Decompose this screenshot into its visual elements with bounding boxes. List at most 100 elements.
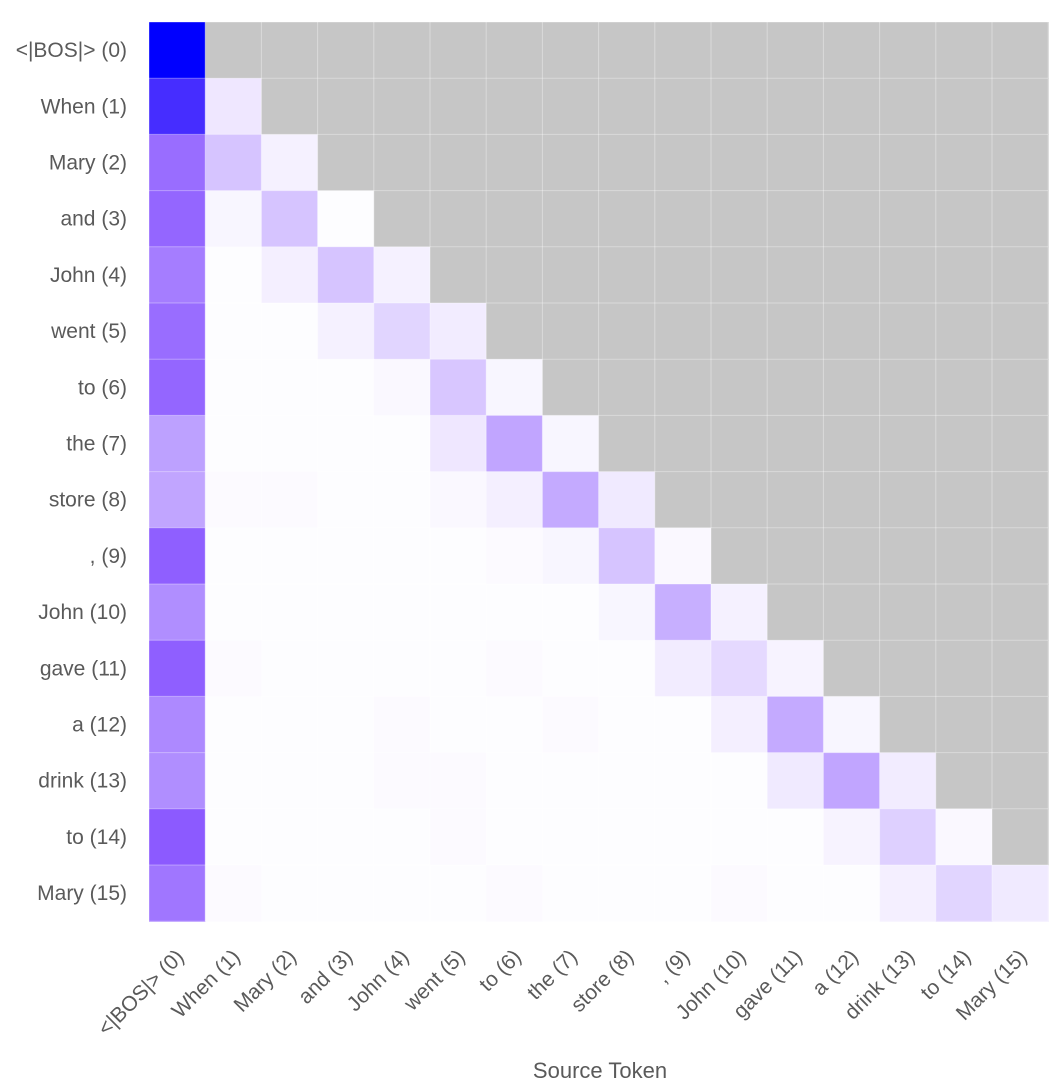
masked-cell	[486, 246, 543, 304]
heatmap-cell	[711, 808, 768, 866]
masked-cell	[992, 415, 1049, 473]
heatmap-cell	[373, 527, 431, 585]
y-tick-label: John (4)	[50, 264, 127, 287]
heatmap-cell	[542, 808, 600, 866]
masked-cell	[823, 415, 881, 473]
masked-cell	[823, 246, 881, 304]
heatmap-cell	[261, 640, 319, 697]
heatmap-cell	[317, 527, 375, 585]
heatmap-cell	[205, 865, 262, 922]
heatmap-cell	[317, 471, 375, 529]
heatmap-cell	[879, 808, 937, 866]
masked-cell	[935, 359, 993, 416]
heatmap-cell	[373, 640, 431, 697]
masked-cell	[935, 584, 993, 641]
heatmap-cell	[205, 640, 262, 697]
x-tick-label: , (9)	[652, 945, 695, 988]
y-tick-label: to (6)	[78, 376, 127, 399]
heatmap-cell	[261, 696, 319, 754]
heatmap-cell	[430, 415, 487, 473]
masked-cell	[879, 640, 937, 697]
masked-cell	[823, 22, 881, 79]
masked-cell	[992, 246, 1049, 304]
masked-cell	[598, 22, 656, 79]
heatmap-cell	[205, 246, 262, 304]
masked-cell	[823, 190, 881, 248]
masked-cell	[654, 415, 712, 473]
masked-cell	[598, 134, 656, 192]
masked-cell	[935, 78, 993, 135]
y-tick-label: When (1)	[41, 95, 127, 118]
heatmap-cell	[317, 359, 375, 416]
y-tick-label: and (3)	[60, 208, 127, 231]
masked-cell	[879, 303, 937, 360]
heatmap-cell	[598, 584, 656, 641]
heatmap-cell	[542, 415, 600, 473]
masked-cell	[767, 246, 824, 304]
masked-cell	[823, 303, 881, 360]
heatmap-cell	[542, 584, 600, 641]
masked-cell	[823, 134, 881, 192]
masked-cell	[935, 190, 993, 248]
masked-cell	[430, 78, 487, 135]
heatmap-cell	[261, 134, 319, 192]
heatmap-cell	[373, 359, 431, 416]
heatmap-cell	[317, 865, 375, 922]
y-tick-label: drink (13)	[38, 770, 127, 793]
heatmap-cell	[486, 415, 543, 473]
masked-cell	[598, 415, 656, 473]
heatmap-cell	[149, 134, 206, 192]
masked-cell	[598, 246, 656, 304]
x-tick-label: went (5)	[399, 945, 470, 1016]
heatmap-cell	[430, 640, 487, 697]
heatmap-cells	[149, 22, 1049, 922]
heatmap-cell	[823, 808, 881, 866]
masked-cell	[935, 303, 993, 360]
y-tick-label: Mary (15)	[37, 882, 127, 905]
heatmap-cell	[205, 359, 262, 416]
heatmap-cell	[373, 471, 431, 529]
masked-cell	[711, 471, 768, 529]
masked-cell	[879, 359, 937, 416]
heatmap-cell	[205, 752, 262, 810]
heatmap-cell	[149, 246, 206, 304]
masked-cell	[430, 190, 487, 248]
heatmap-cell	[261, 471, 319, 529]
y-tick-label: John (10)	[38, 601, 127, 624]
masked-cell	[711, 78, 768, 135]
masked-cell	[542, 190, 600, 248]
masked-cell	[654, 246, 712, 304]
heatmap-cell	[261, 865, 319, 922]
x-tick-labels: <|BOS|> (0)When (1)Mary (2)and (3)John (…	[94, 945, 1032, 1040]
heatmap-cell	[879, 865, 937, 922]
heatmap-cell	[486, 808, 543, 866]
masked-cell	[823, 527, 881, 585]
heatmap-cell	[430, 303, 487, 360]
masked-cell	[823, 78, 881, 135]
heatmap-cell	[149, 78, 206, 135]
heatmap-cell	[149, 22, 206, 79]
heatmap-cell	[598, 865, 656, 922]
heatmap-cell	[317, 752, 375, 810]
masked-cell	[992, 696, 1049, 754]
heatmap-cell	[261, 190, 319, 248]
masked-cell	[879, 527, 937, 585]
masked-cell	[598, 303, 656, 360]
heatmap-cell	[992, 865, 1049, 922]
y-tick-label: to (14)	[66, 826, 127, 849]
heatmap-cell	[373, 246, 431, 304]
heatmap-cell	[317, 696, 375, 754]
heatmap-cell	[486, 640, 543, 697]
x-tick-label: John (4)	[343, 945, 414, 1016]
masked-cell	[654, 134, 712, 192]
masked-cell	[598, 190, 656, 248]
heatmap-cell	[654, 640, 712, 697]
masked-cell	[935, 134, 993, 192]
heatmap-cell	[430, 865, 487, 922]
masked-cell	[373, 134, 431, 192]
masked-cell	[317, 22, 375, 79]
heatmap-cell	[654, 752, 712, 810]
masked-cell	[992, 78, 1049, 135]
heatmap-cell	[205, 527, 262, 585]
heatmap-cell	[430, 752, 487, 810]
